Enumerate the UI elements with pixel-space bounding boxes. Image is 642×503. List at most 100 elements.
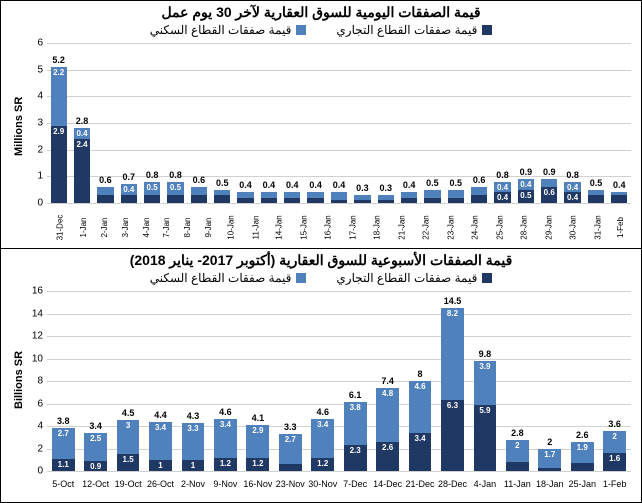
bar-stack: 0.40.4 [494,182,510,203]
bar-segment-residential [261,192,277,197]
bar-group: 0.60.9 [538,43,561,203]
bar-segment-commercial: 6.3 [441,400,464,471]
xtick-label: 1-Feb [616,217,625,238]
ytick-label: 6 [25,38,43,49]
bar-segment-residential: 3.4 [149,422,172,460]
xtick-label: 9-Jan [204,217,213,238]
bar-group: 5.93.9 9.8 [469,291,501,471]
bar-total-label: 9.8 [469,349,501,359]
bar-segment-residential: 4.6 [409,381,432,433]
bar-segment-commercial: 1.2 [311,458,334,472]
bar-total-label: 0.4 [304,180,327,190]
bar-stack: 3.44.6 [409,381,432,471]
bar-stack [424,190,440,203]
chart-weekly: قيمة الصفقات الأسبوعية للسوق العقارية (أ… [1,249,641,502]
ytick-label: 4 [25,91,43,102]
ytick-label: 5 [25,64,43,75]
bar-stack [261,192,277,203]
bar-segment-commercial [378,200,394,203]
xtick-label: 7-Dec [339,479,371,489]
bar-stack: 5.93.9 [474,361,497,471]
xtick-label: 4-Jan [469,479,501,489]
bar-value-commercial: 2.9 [51,127,67,136]
bar-value-commercial: 1.6 [603,454,626,463]
chart-daily: قيمة الصفقات اليومية للسوق العقارية لآخر… [1,1,641,249]
legend-item-residential: قيمة صفقات القطاع السكني [150,23,307,37]
bar-group: 22.8 [501,291,533,471]
bar-total-label: 7.4 [371,376,403,386]
xtick-label: 3-Jan [121,217,130,238]
bar-segment-residential [284,192,300,197]
bar-value-commercial: 2.3 [344,446,367,455]
bar-total-label: 0.4 [281,180,304,190]
bar-stack [307,192,323,203]
bar-value-residential: 3.9 [474,362,497,371]
bar-total-label: 0.5 [421,178,444,188]
bar-segment-commercial [167,195,183,203]
bar-total-label: 4.6 [209,407,241,417]
bar-segment-residential: 2 [506,440,529,463]
bar-segment-commercial [331,200,347,203]
bar-segment-commercial: 0.4 [494,192,510,203]
bar-group: 0.4 [608,43,631,203]
bar-segment-residential [448,190,464,198]
bar-segment-commercial: 2.4 [74,139,90,203]
bar-total-label: 0.5 [584,178,607,188]
bar-total-label: 0.4 [397,180,420,190]
bar-stack: 0.5 [144,182,160,203]
legend-label-commercial: قيمة صفقات القطاع التجاري [336,23,477,37]
bar-total-label: 4.5 [112,408,144,418]
bar-value-residential: 2.9 [246,426,269,435]
bar-segment-residential: 2.2 [51,67,67,126]
xtick-label: 9-Nov [209,479,241,489]
bar-value-residential: 1.9 [571,443,594,452]
xtick-label: 5-Oct [47,479,79,489]
xtick-label: 16-Jan [324,215,333,239]
bar-segment-residential: 1.9 [571,442,594,463]
bar-total-label: 0.4 [608,180,631,190]
ytick-label: 1 [25,171,43,182]
bar-value-commercial: 3.4 [409,434,432,443]
bar-segment-commercial: 1.2 [246,458,269,472]
xtick-label: 26-Oct [144,479,176,489]
bar-total-label: 0.3 [351,183,374,193]
xtick-label: 4-Jan [141,217,150,238]
bar-segment-commercial [261,198,277,203]
bar-value-commercial: 0.4 [564,193,580,202]
xtick-label: 1-Jan [79,217,88,238]
bar-segment-residential [331,192,347,200]
bar-value-commercial: 1 [149,461,172,470]
bar-group: 1.22.94.1 [242,291,274,471]
bar-group: 0.5 [444,43,467,203]
ytick-label: 3 [25,118,43,129]
ytick-label: 10 [25,353,43,364]
bar-segment-commercial [121,195,137,203]
bar-group: 0.50.8 [140,43,163,203]
bar-value-commercial: 1.1 [52,460,75,469]
xtick-label: 21-Jan [398,215,407,239]
bar-group: 1.72 [534,291,566,471]
bar-total-label: 0.9 [538,167,561,177]
bar-value-residential: 3 [117,421,140,430]
bar-stack: 0.40.4 [564,182,580,203]
bar-value-residential: 0.4 [564,183,580,192]
bar-stack: 1.53 [117,420,140,471]
xtick-label: 2-Jan [100,217,109,238]
bar-segment-commercial [538,468,561,471]
bar-segment-commercial: 1.5 [117,454,140,471]
bar-stack: 6.3 8.2 [441,308,464,471]
bar-segment-residential [588,190,604,195]
chart2-xticks: 5-Oct12-Oct19-Oct26-Oct2-Nov9-Nov16-Nov2… [47,479,631,489]
swatch-commercial [482,273,492,283]
bar-total-label: 6.1 [339,390,371,400]
ytick-label: 4 [25,421,43,432]
bar-stack: 1.62 [603,431,626,472]
bar-value-commercial: 2.4 [74,140,90,149]
bar-segment-commercial [237,198,253,203]
chart1-legend: قيمة صفقات القطاع التجاري قيمة صفقات الق… [1,21,641,39]
bar-group: 2.64.87.4 [371,291,403,471]
bar-stack: 2.92.2 [51,67,67,203]
legend-item-residential: قيمة صفقات القطاع السكني [150,271,307,285]
bar-total-label: 0.4 [234,180,257,190]
bar-value-residential: 8.2 [441,309,464,318]
